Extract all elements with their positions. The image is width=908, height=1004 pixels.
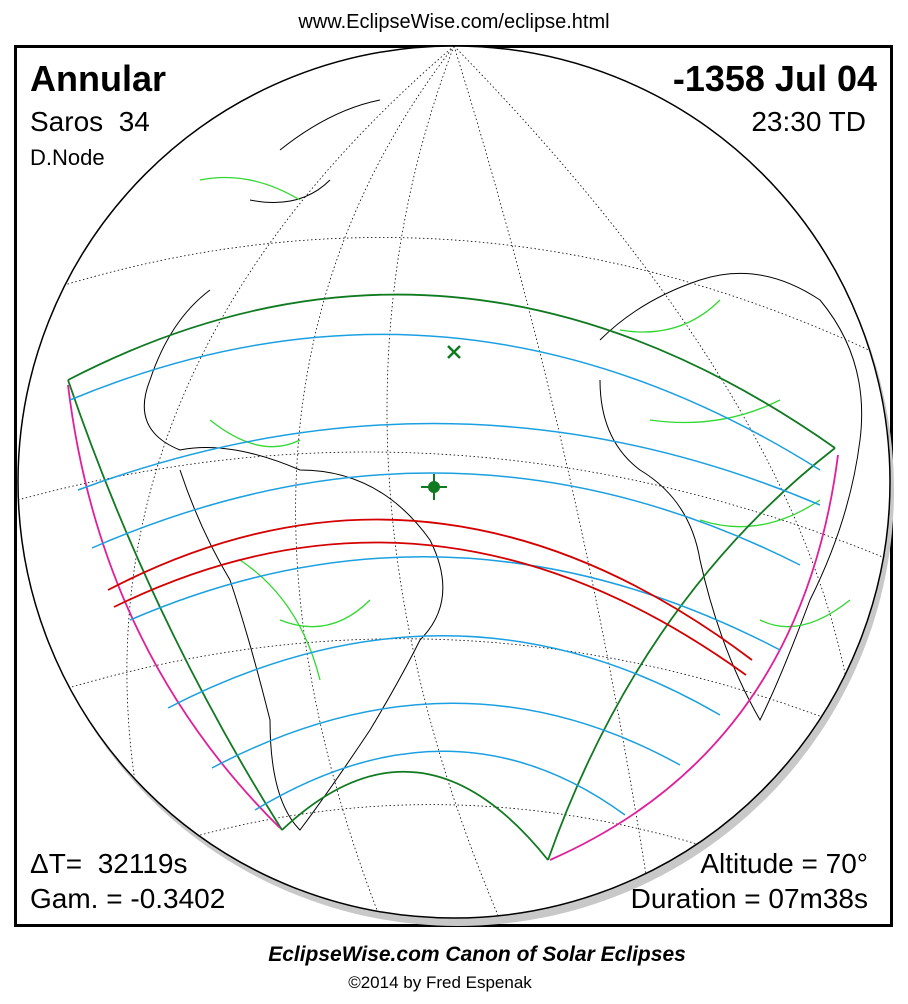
- subsolar-marker: [421, 474, 447, 500]
- altitude: Altitude = 70°: [700, 848, 868, 879]
- footer-title: EclipseWise.com Canon of Solar Eclipses: [268, 943, 686, 966]
- gamma: Gam. = -0.3402: [30, 883, 225, 914]
- url: www.EclipseWise.com/eclipse.html: [297, 11, 609, 33]
- footer-credit: ©2014 by Fred Espenak: [348, 973, 532, 992]
- delta-t: ΔT= 32119s: [30, 848, 188, 879]
- node: D.Node: [30, 145, 105, 170]
- greatest-eclipse-marker: [447, 345, 461, 359]
- time: 23:30 TD: [751, 106, 866, 137]
- date: -1358 Jul 04: [673, 58, 877, 99]
- duration: Duration = 07m38s: [631, 883, 868, 914]
- globe-content: [18, 46, 890, 918]
- eclipse-type: Annular: [30, 58, 166, 99]
- saros: Saros 34: [30, 106, 150, 137]
